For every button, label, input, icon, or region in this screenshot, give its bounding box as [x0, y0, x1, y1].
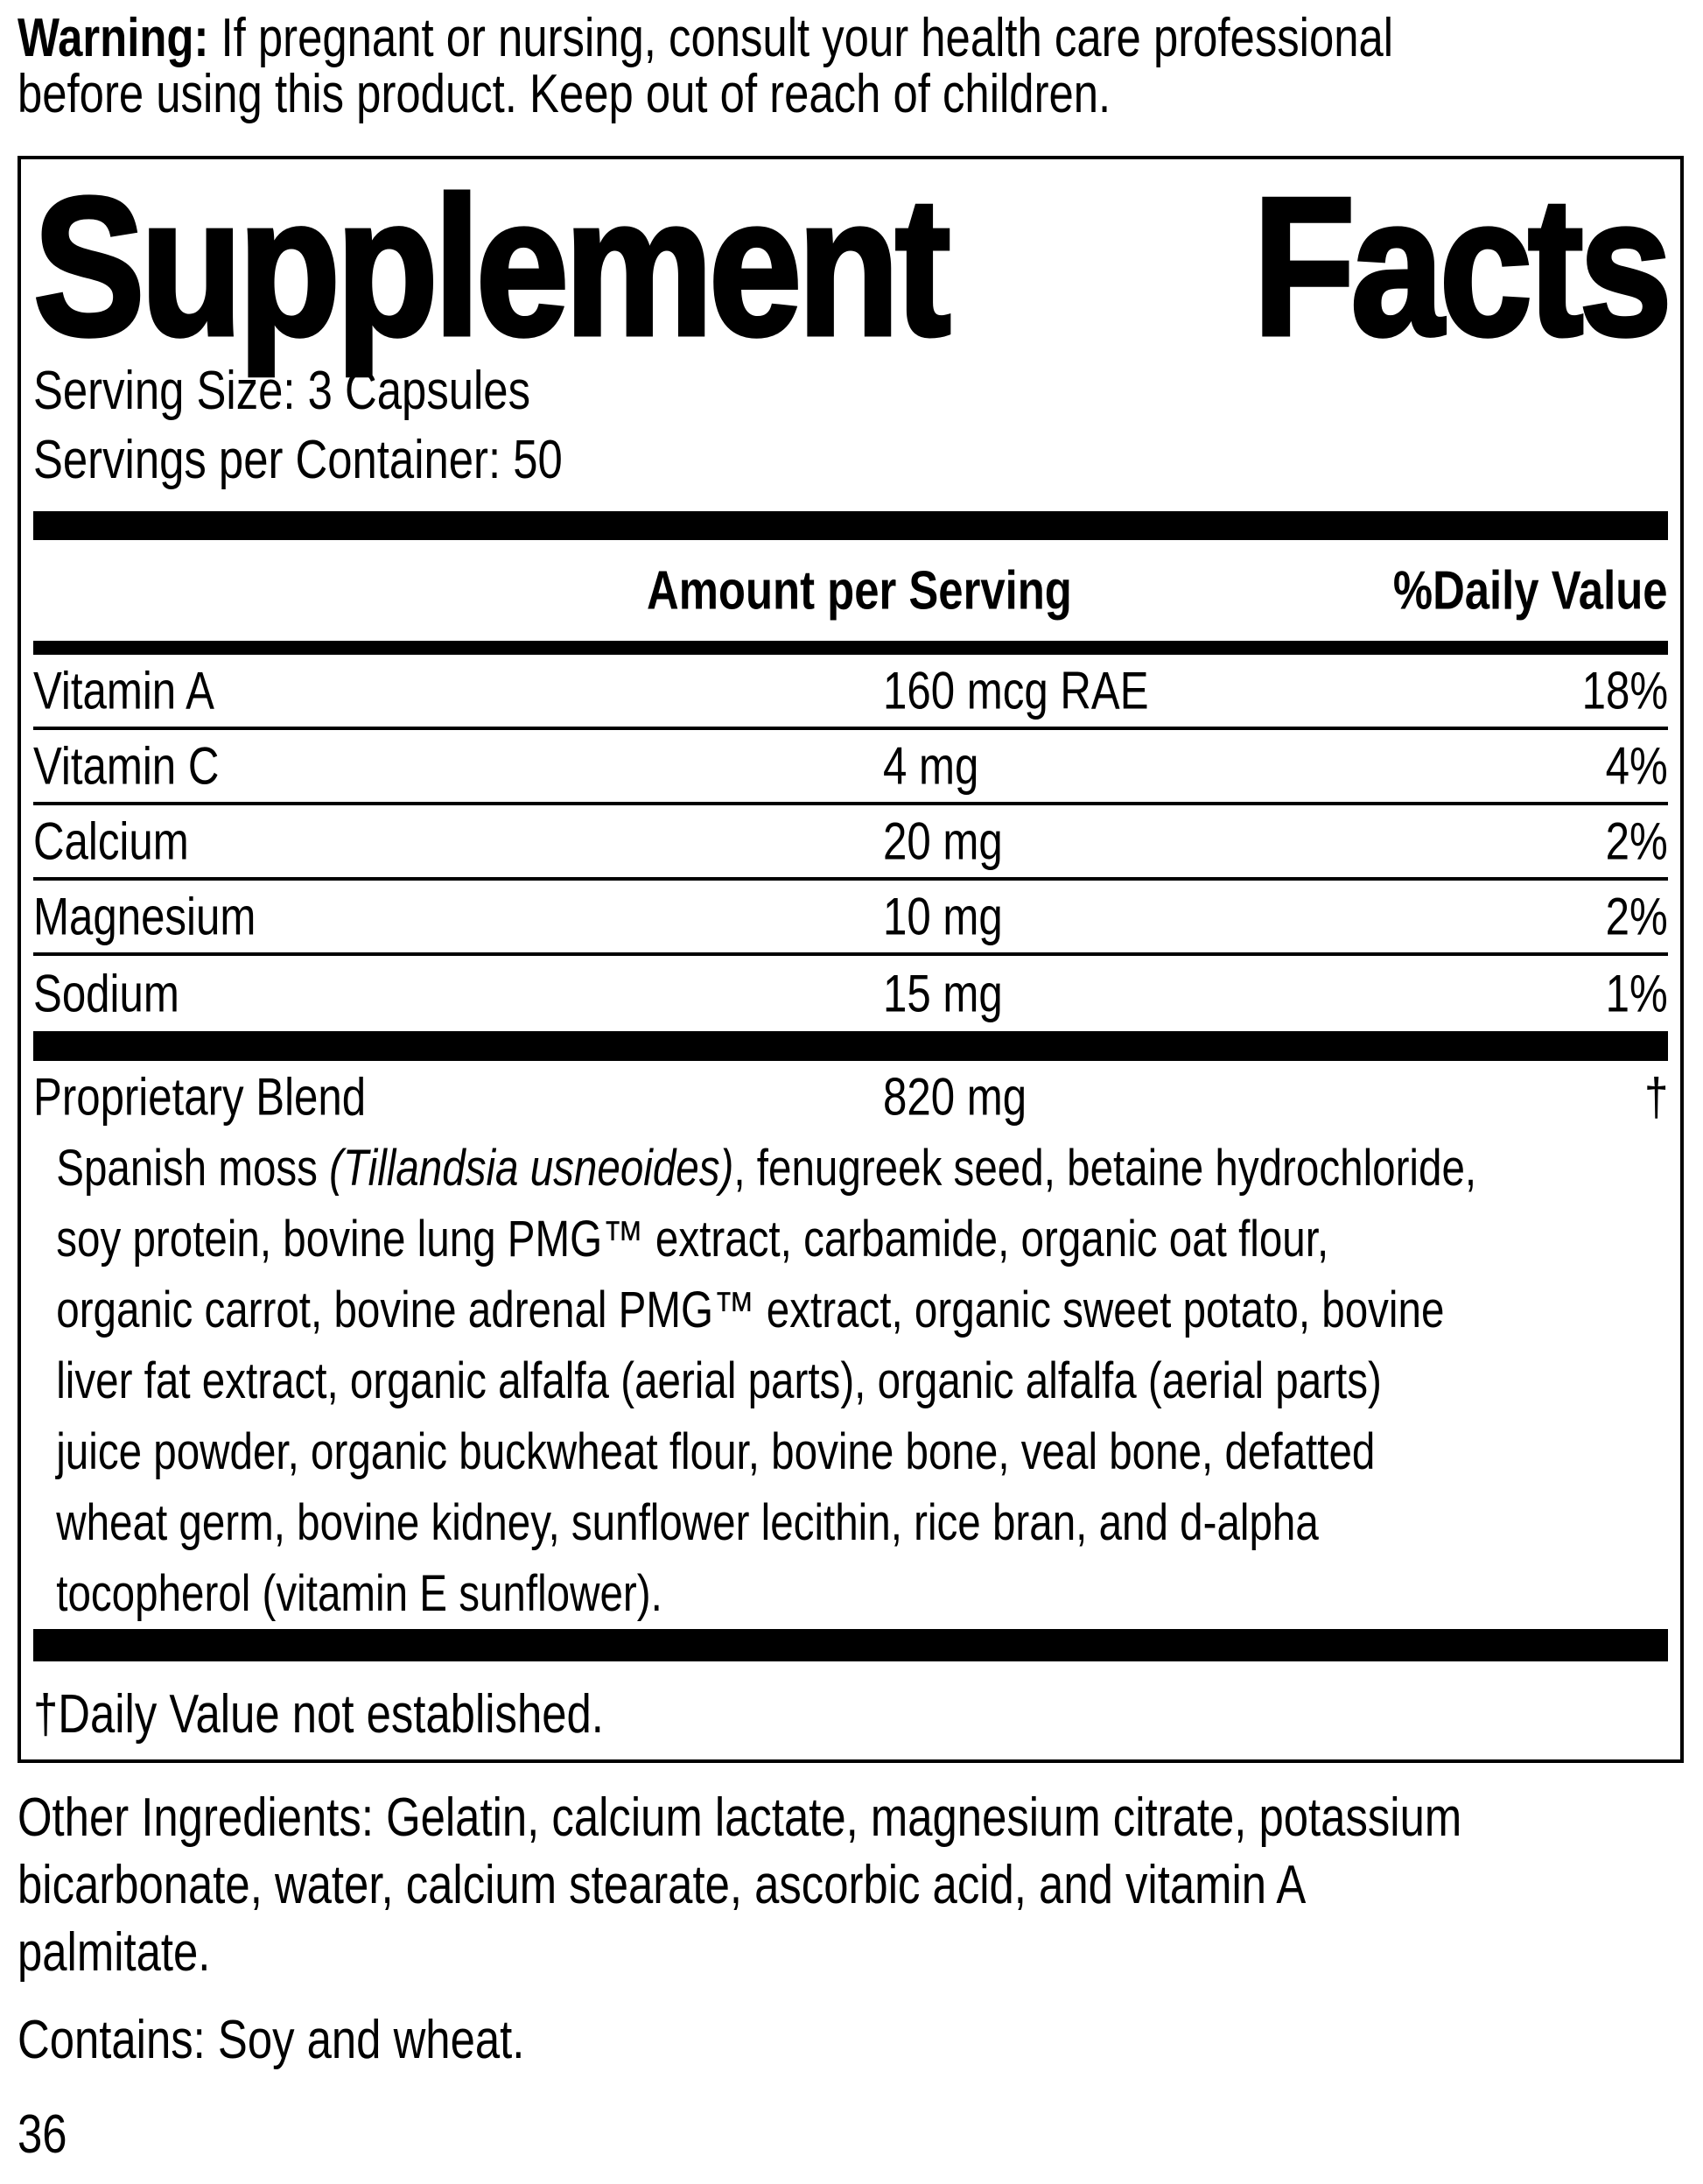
divider-medium-header: [33, 641, 1668, 655]
nutrient-row-vitamin-a: Vitamin A 160 mcg RAE 18%: [33, 655, 1668, 730]
nutrient-daily-value: 4%: [1605, 736, 1668, 796]
supplement-facts-panel: Supplement Facts Serving Size: 3 Capsule…: [18, 156, 1684, 1763]
nutrient-row-sodium: Sodium 15 mg 1%: [33, 956, 1668, 1031]
nutrient-label: Vitamin C: [33, 736, 220, 796]
nutrient-row-vitamin-c: Vitamin C 4 mg 4%: [33, 730, 1668, 805]
column-header-row: Amount per Serving %Daily Value: [33, 540, 1669, 641]
panel-title: Supplement Facts: [32, 156, 1674, 376]
servings-per-container: Servings per Container: 50: [33, 430, 563, 490]
proprietary-blend-row: Proprietary Blend 820 mg †: [33, 1061, 1668, 1133]
panel-title-right-word: Facts: [1251, 156, 1674, 376]
divider-thick-footnote: [33, 1629, 1668, 1661]
proprietary-blend-amount: 820 mg: [883, 1067, 1027, 1127]
nutrient-amount: 4 mg: [883, 736, 979, 796]
nutrient-label: Calcium: [33, 811, 189, 871]
amount-per-serving-header: Amount per Serving: [646, 560, 1072, 621]
nutrient-amount: 160 mcg RAE: [883, 661, 1149, 720]
page-number: 36: [18, 2104, 67, 2165]
nutrient-row-calcium: Calcium 20 mg 2%: [33, 805, 1668, 881]
nutrient-amount: 15 mg: [883, 964, 1004, 1023]
nutrient-amount: 10 mg: [883, 887, 1004, 946]
proprietary-blend-description: Spanish moss (Tillandsia usneoides), fen…: [33, 1133, 1703, 1629]
daily-value-header: %Daily Value: [1393, 560, 1668, 621]
serving-size: Serving Size: 3 Capsules: [33, 361, 531, 421]
other-ingredients: Other Ingredients: Gelatin, calcium lact…: [18, 1787, 1462, 1983]
nutrient-row-magnesium: Magnesium 10 mg 2%: [33, 881, 1668, 956]
nutrient-label: Vitamin A: [33, 661, 214, 720]
allergen-statement: Contains: Soy and wheat.: [18, 2010, 525, 2070]
daily-value-footnote: †Daily Value not established.: [33, 1684, 604, 1745]
nutrient-label: Magnesium: [33, 887, 256, 946]
proprietary-blend-dagger: †: [1643, 1067, 1668, 1127]
nutrient-daily-value: 18%: [1581, 661, 1668, 720]
divider-thick-blend: [33, 1031, 1668, 1061]
nutrient-amount: 20 mg: [883, 811, 1004, 871]
panel-title-left-word: Supplement: [32, 156, 953, 376]
nutrient-daily-value: 2%: [1605, 811, 1668, 871]
warning-text: If pregnant or nursing, consult your hea…: [18, 8, 1394, 124]
nutrient-label: Sodium: [33, 964, 179, 1023]
blend-latin-name: (Tillandsia usneoides): [329, 1140, 734, 1197]
warning-paragraph: Warning: If pregnant or nursing, consult…: [18, 11, 1703, 123]
nutrient-daily-value: 1%: [1605, 964, 1668, 1023]
blend-description-start: Spanish moss: [56, 1140, 330, 1197]
nutrient-daily-value: 2%: [1605, 887, 1668, 946]
warning-label: Warning:: [18, 8, 209, 68]
blend-description-rest: , fenugreek seed, betaine hydrochloride,…: [56, 1140, 1477, 1622]
proprietary-blend-label: Proprietary Blend: [33, 1067, 367, 1127]
divider-thick-top: [33, 511, 1668, 540]
